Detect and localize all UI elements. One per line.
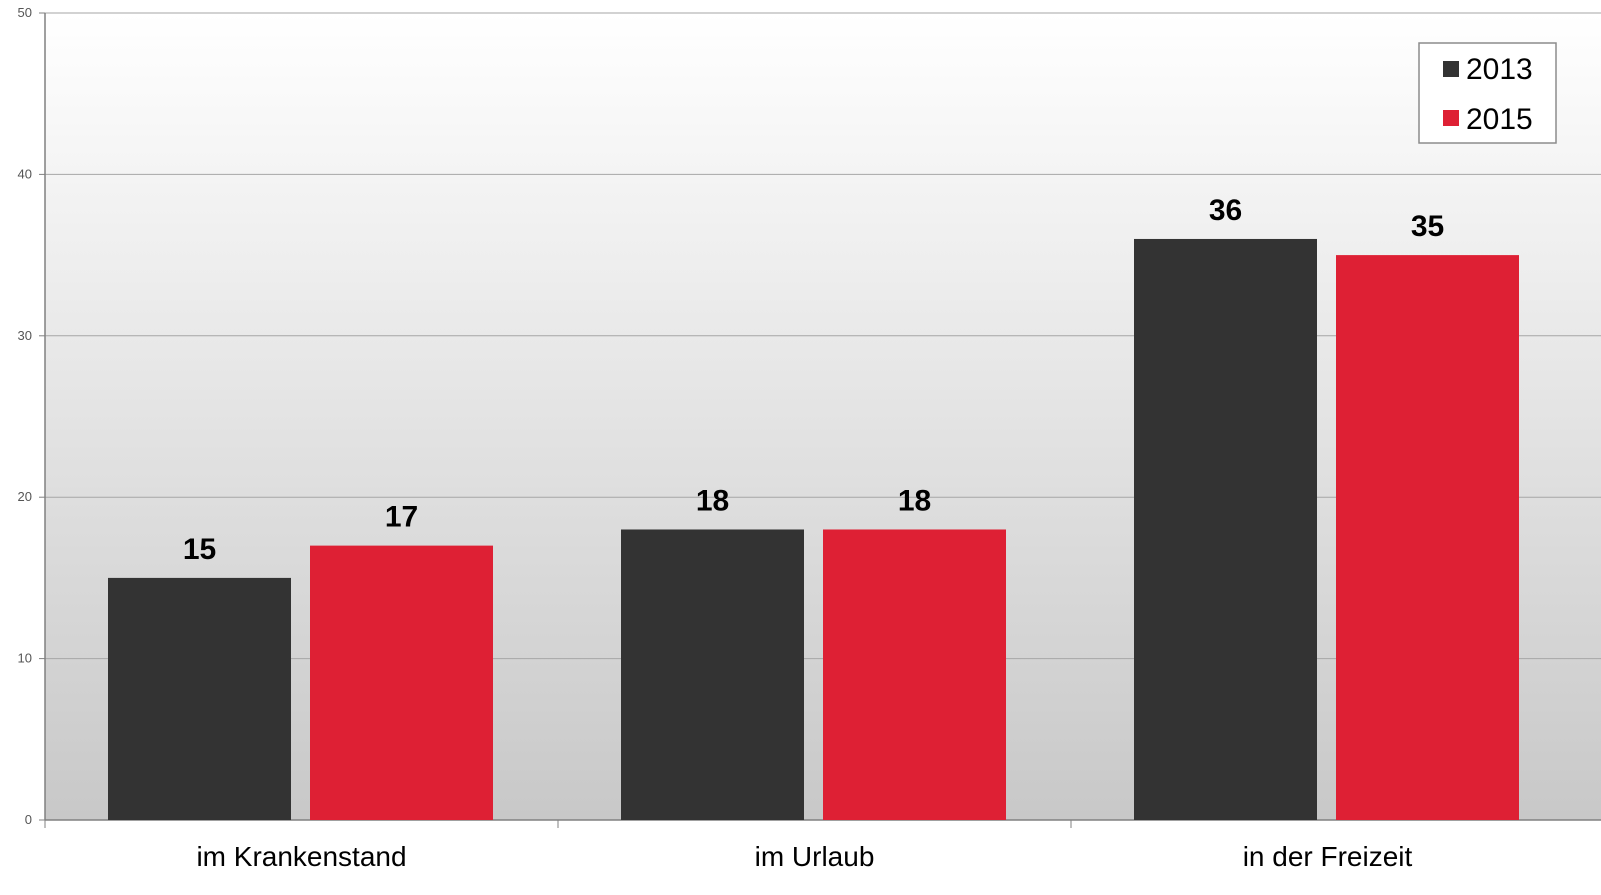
legend: 2013 2015: [1418, 42, 1557, 144]
y-tick-label: 0: [25, 812, 32, 827]
bar-2015: [823, 529, 1006, 820]
bars: [108, 238, 1519, 821]
data-label: 35: [1411, 210, 1444, 243]
bar-2013: [621, 529, 804, 820]
y-tick-label: 20: [18, 489, 32, 504]
bar-2015: [310, 545, 493, 820]
legend-swatch-2015: [1443, 110, 1459, 126]
data-label: 18: [696, 484, 729, 517]
y-tick-label: 10: [18, 651, 32, 666]
data-label: 36: [1209, 194, 1242, 227]
bar-2015: [1336, 255, 1519, 821]
bar-2013: [108, 577, 291, 820]
y-tick-label: 50: [18, 5, 32, 20]
legend-label-2015: 2015: [1466, 103, 1533, 136]
data-label: 18: [898, 484, 931, 517]
y-tick-label: 30: [18, 328, 32, 343]
data-labels: 15 17 18 18 36 35: [183, 194, 1444, 566]
y-tick-label: 40: [18, 166, 32, 181]
x-category-label: in der Freizeit: [1243, 841, 1413, 872]
data-label: 15: [183, 533, 216, 566]
x-category-label: im Krankenstand: [196, 841, 406, 872]
legend-swatch-2013: [1443, 61, 1459, 77]
legend-label-2013: 2013: [1466, 53, 1533, 86]
legend-box: [1418, 42, 1557, 144]
x-category-label: im Urlaub: [755, 841, 875, 872]
bar-2013: [1134, 238, 1317, 820]
data-label: 17: [385, 501, 418, 534]
